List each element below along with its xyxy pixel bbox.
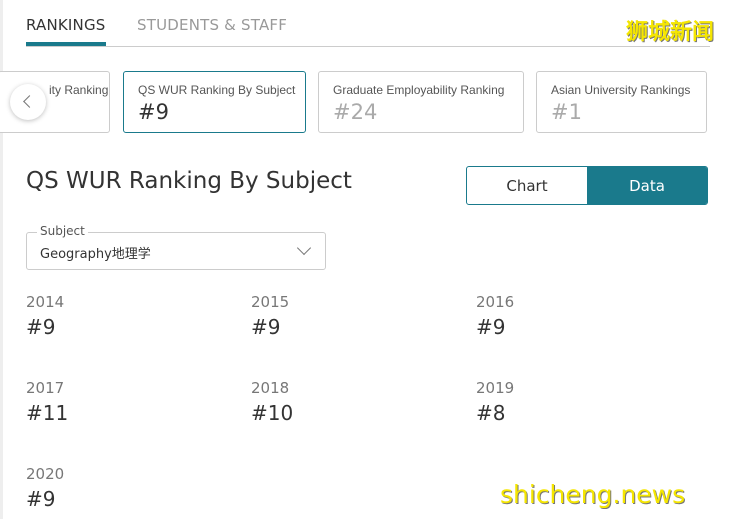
year-label: 2017 xyxy=(26,379,65,397)
watermark-bottom: shicheng.news xyxy=(500,480,686,509)
rank-value: #11 xyxy=(26,401,69,425)
card-label: ity Ranking xyxy=(49,83,109,97)
year-label: 2018 xyxy=(251,379,290,397)
card-value: #1 xyxy=(551,100,582,124)
rank-value: #9 xyxy=(251,315,281,339)
card-label: Asian University Rankings xyxy=(551,83,691,97)
left-border xyxy=(0,0,3,519)
year-label: 2020 xyxy=(26,465,65,483)
year-label: 2014 xyxy=(26,293,65,311)
ranking-card-employability[interactable]: Graduate Employability Ranking #24 xyxy=(318,71,524,133)
rank-value: #8 xyxy=(476,401,506,425)
tab-students-staff[interactable]: STUDENTS & STAFF xyxy=(137,16,288,34)
year-label: 2016 xyxy=(476,293,515,311)
rank-value: #9 xyxy=(26,487,56,511)
rank-value: #10 xyxy=(251,401,294,425)
section-title: QS WUR Ranking By Subject xyxy=(26,168,352,194)
data-button[interactable]: Data xyxy=(587,167,707,204)
ranking-card-subject[interactable]: QS WUR Ranking By Subject #9 xyxy=(123,71,306,133)
watermark-top: 狮城新闻 xyxy=(626,20,715,45)
subject-value: Geography地理学 xyxy=(40,247,151,262)
ranking-card-asian[interactable]: Asian University Rankings #1 xyxy=(536,71,707,133)
card-label: Graduate Employability Ranking xyxy=(333,83,505,97)
chevron-left-icon xyxy=(23,95,36,108)
year-label: 2019 xyxy=(476,379,515,397)
subject-select[interactable]: Subject Geography地理学 xyxy=(26,224,326,270)
card-value: #24 xyxy=(333,100,378,124)
card-value: #9 xyxy=(138,100,169,124)
tab-rankings[interactable]: RANKINGS xyxy=(26,16,106,46)
tab-bar: RANKINGS STUDENTS & STAFF xyxy=(26,0,710,47)
rank-value: #9 xyxy=(26,315,56,339)
chevron-down-icon xyxy=(296,240,312,256)
card-label: QS WUR Ranking By Subject xyxy=(138,83,296,97)
subject-label: Subject xyxy=(37,224,88,238)
chart-button[interactable]: Chart xyxy=(506,176,548,195)
year-label: 2015 xyxy=(251,293,290,311)
rank-value: #9 xyxy=(476,315,506,339)
previous-button[interactable] xyxy=(10,84,46,120)
view-toggle: Chart Data xyxy=(466,166,708,205)
